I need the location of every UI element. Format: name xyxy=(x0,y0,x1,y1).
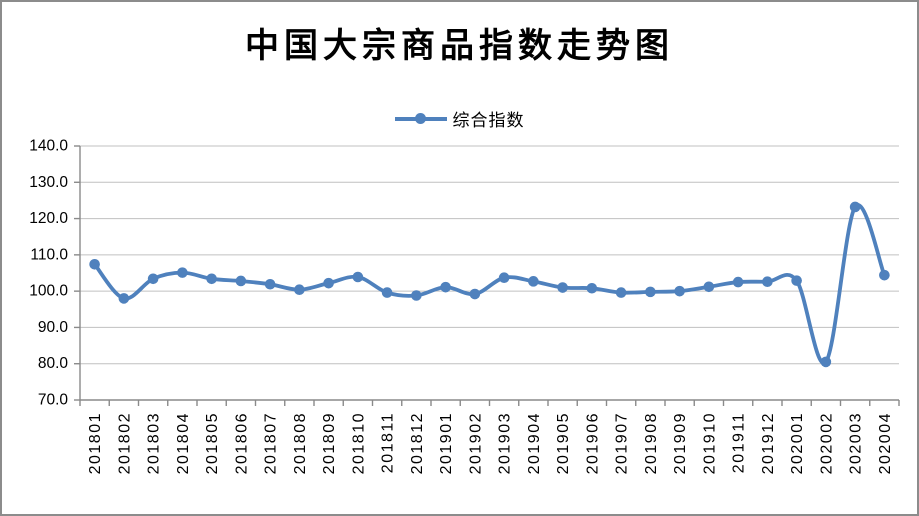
x-tick-label: 201801 xyxy=(87,412,104,474)
data-point-marker xyxy=(177,267,188,278)
data-point-marker xyxy=(469,288,481,300)
data-point-marker xyxy=(323,277,334,289)
x-tick-label: 202004 xyxy=(877,412,894,474)
data-point-marker xyxy=(352,271,364,283)
data-point-marker xyxy=(264,278,276,290)
x-tick-label: 201810 xyxy=(350,412,367,474)
x-tick-label: 201803 xyxy=(146,412,163,474)
x-tick-label: 201802 xyxy=(116,412,133,474)
x-tick-label: 201809 xyxy=(321,412,338,474)
x-tick-label: 201911 xyxy=(731,412,748,473)
data-point-marker xyxy=(498,272,510,284)
x-tick-label: 201910 xyxy=(701,412,718,474)
data-point-marker xyxy=(762,276,773,288)
y-tick-label: 80.0 xyxy=(38,355,69,372)
x-tick-label: 201907 xyxy=(614,412,631,474)
x-tick-label: 202003 xyxy=(848,412,865,474)
x-tick-label: 201807 xyxy=(263,412,280,474)
data-point-marker xyxy=(206,273,217,285)
data-point-marker xyxy=(820,356,832,368)
data-point-marker xyxy=(586,282,598,294)
x-tick-label: 201904 xyxy=(526,412,543,474)
x-tick-label: 201906 xyxy=(584,412,601,474)
legend-dot-icon xyxy=(415,113,426,124)
data-point-marker xyxy=(703,281,715,293)
data-point-marker xyxy=(118,293,130,304)
x-tick-label: 201912 xyxy=(760,412,777,474)
legend-series-label: 综合指数 xyxy=(452,111,525,130)
x-tick-label: 201808 xyxy=(292,412,309,474)
legend-line-marker-icon xyxy=(394,112,447,125)
data-point-marker xyxy=(89,258,100,270)
data-point-marker xyxy=(440,281,451,293)
data-point-marker xyxy=(849,201,861,213)
x-tick-label: 201804 xyxy=(175,412,192,474)
y-tick-label: 120.0 xyxy=(29,210,68,227)
chart-title: 中国大宗商品指数走势图 xyxy=(245,28,674,65)
x-tick-label: 201812 xyxy=(409,412,426,474)
y-tick-label: 100.0 xyxy=(29,283,68,300)
data-point-marker xyxy=(147,273,159,285)
data-point-marker xyxy=(674,285,685,297)
y-tick-label: 140.0 xyxy=(29,138,68,155)
data-point-marker xyxy=(411,290,422,301)
data-point-marker xyxy=(294,284,305,295)
data-point-marker xyxy=(732,276,744,288)
x-tick-label: 201805 xyxy=(204,412,221,474)
x-tick-label: 201902 xyxy=(467,412,484,474)
data-point-marker xyxy=(645,286,656,298)
y-tick-label: 90.0 xyxy=(38,319,69,336)
data-point-marker xyxy=(557,282,568,293)
x-tick-label: 202001 xyxy=(789,412,806,474)
x-tick-label: 201901 xyxy=(438,412,455,474)
y-tick-label: 110.0 xyxy=(30,246,68,263)
data-point-marker xyxy=(235,275,247,287)
data-point-marker xyxy=(791,275,802,286)
x-tick-label: 201806 xyxy=(233,412,250,474)
x-tick-label: 201905 xyxy=(555,412,572,474)
data-point-marker xyxy=(528,276,539,287)
x-tick-label: 201909 xyxy=(672,412,689,474)
x-tick-label: 201903 xyxy=(497,412,514,474)
x-tick-label: 201811 xyxy=(380,412,397,473)
y-tick-label: 130.0 xyxy=(29,174,68,191)
data-point-marker xyxy=(381,287,393,298)
x-tick-label: 202002 xyxy=(818,412,835,474)
x-tick-label: 201908 xyxy=(643,412,660,474)
data-point-marker xyxy=(879,269,890,281)
y-tick-label: 70.0 xyxy=(38,392,69,409)
legend: 综合指数 xyxy=(2,106,917,131)
data-point-marker xyxy=(615,287,627,298)
